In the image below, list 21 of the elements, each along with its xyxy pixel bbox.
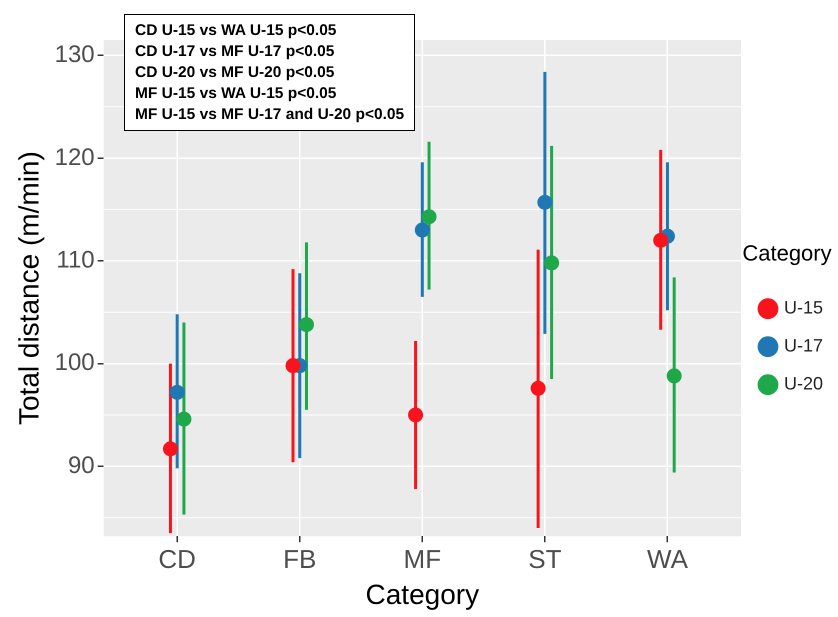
text: CD U-15 vs WA U-15 p<0.05 [135,21,338,41]
y-tick-label: 130 [54,41,95,68]
x-tick-label: WA [646,544,689,574]
x-tick-label: CD [158,544,196,574]
legend-label: U-20 [784,374,823,394]
annotation: CD U-17 vs MF U-17 p<0.05 [135,42,336,62]
annotation: CD U-20 vs MF U-20 p<0.05 [135,63,336,83]
y-tick-label: 100 [54,349,95,376]
legend-title: Category [742,240,832,266]
x-tick-label: FB [283,544,316,574]
annotation: MF U-15 vs MF U-17 and U-20 p<0.05 [135,105,404,125]
legend-label: U-17 [784,336,823,356]
y-tick-label: 120 [54,144,95,171]
x-axis-title: Category [366,578,480,610]
x-tick-label: MF [404,544,442,574]
x-tick-label: ST [528,544,562,574]
legend-label: U-15 [784,298,823,318]
y-tick-label: 90 [68,452,95,479]
y-tick-label: 110 [56,246,95,274]
y-axis-title: Total distance (m/min) [14,151,45,426]
annotation: MF U-15 vs WA U-15 p<0.05 [135,84,338,104]
